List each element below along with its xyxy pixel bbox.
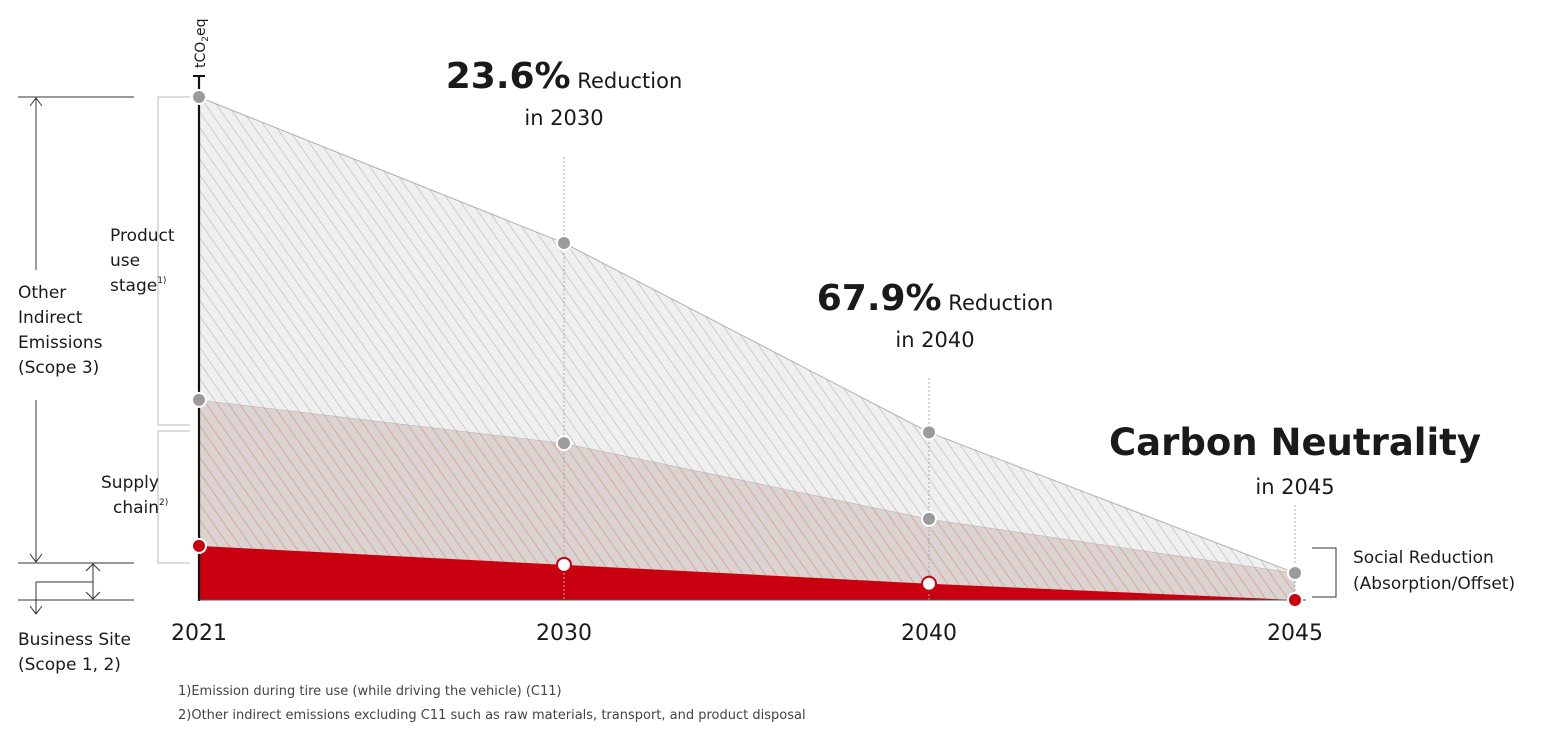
x-tick-2021: 2021 [171,621,227,646]
product-use-label: Product use stage1) [110,226,180,296]
area-product-use-edge [198,96,1296,574]
marker-product-use-2030 [556,235,572,252]
x-tick-2040: 2040 [901,621,957,646]
social-reduction-bracket [1312,547,1337,598]
category-brackets [157,96,190,564]
footnote-2: 2)Other indirect emissions excluding C11… [178,708,806,723]
marker-business-site-2030 [556,556,572,573]
other-indirect-label: Other Indirect Emissions (Scope 3) [18,283,108,378]
area-product-use [199,97,1295,573]
x-tick-2030: 2030 [536,621,592,646]
annotation-2045-year: in 2045 [1255,475,1334,499]
social-reduction-label: Social Reduction (Absorption/Offset) [1353,548,1515,594]
annotation-2045: Carbon Neutrality [1109,421,1481,464]
scope-brackets [18,96,134,615]
marker-supply-chain-2040 [921,510,937,527]
business-site-label: Business Site (Scope 1, 2) [18,630,136,675]
area-business-site [199,545,1295,600]
area-supply-chain [199,399,1295,600]
marker-business-site-2021 [191,537,207,554]
marker-business-site-2040 [921,575,937,592]
annotation-2040-year: in 2040 [895,328,974,352]
annotation-2030: 23.6% Reduction [446,56,683,97]
x-tick-2045: 2045 [1267,621,1323,646]
marker-supply-chain-2030 [556,435,572,452]
supply-chain-label: Supply chain2) [101,473,168,518]
marker-product-use-2040 [921,424,937,441]
marker-business-site-2045 [1287,592,1303,608]
annotation-2040: 67.9% Reduction [817,278,1054,319]
marker-product-use-2045 [1287,564,1303,581]
y-axis-unit: tCO2eq [193,18,211,68]
marker-supply-chain-2021 [191,391,207,408]
footnote-1: 1)Emission during tire use (while drivin… [178,684,562,699]
marker-product-use-2021 [191,89,207,105]
annotation-2030-year: in 2030 [524,106,603,130]
